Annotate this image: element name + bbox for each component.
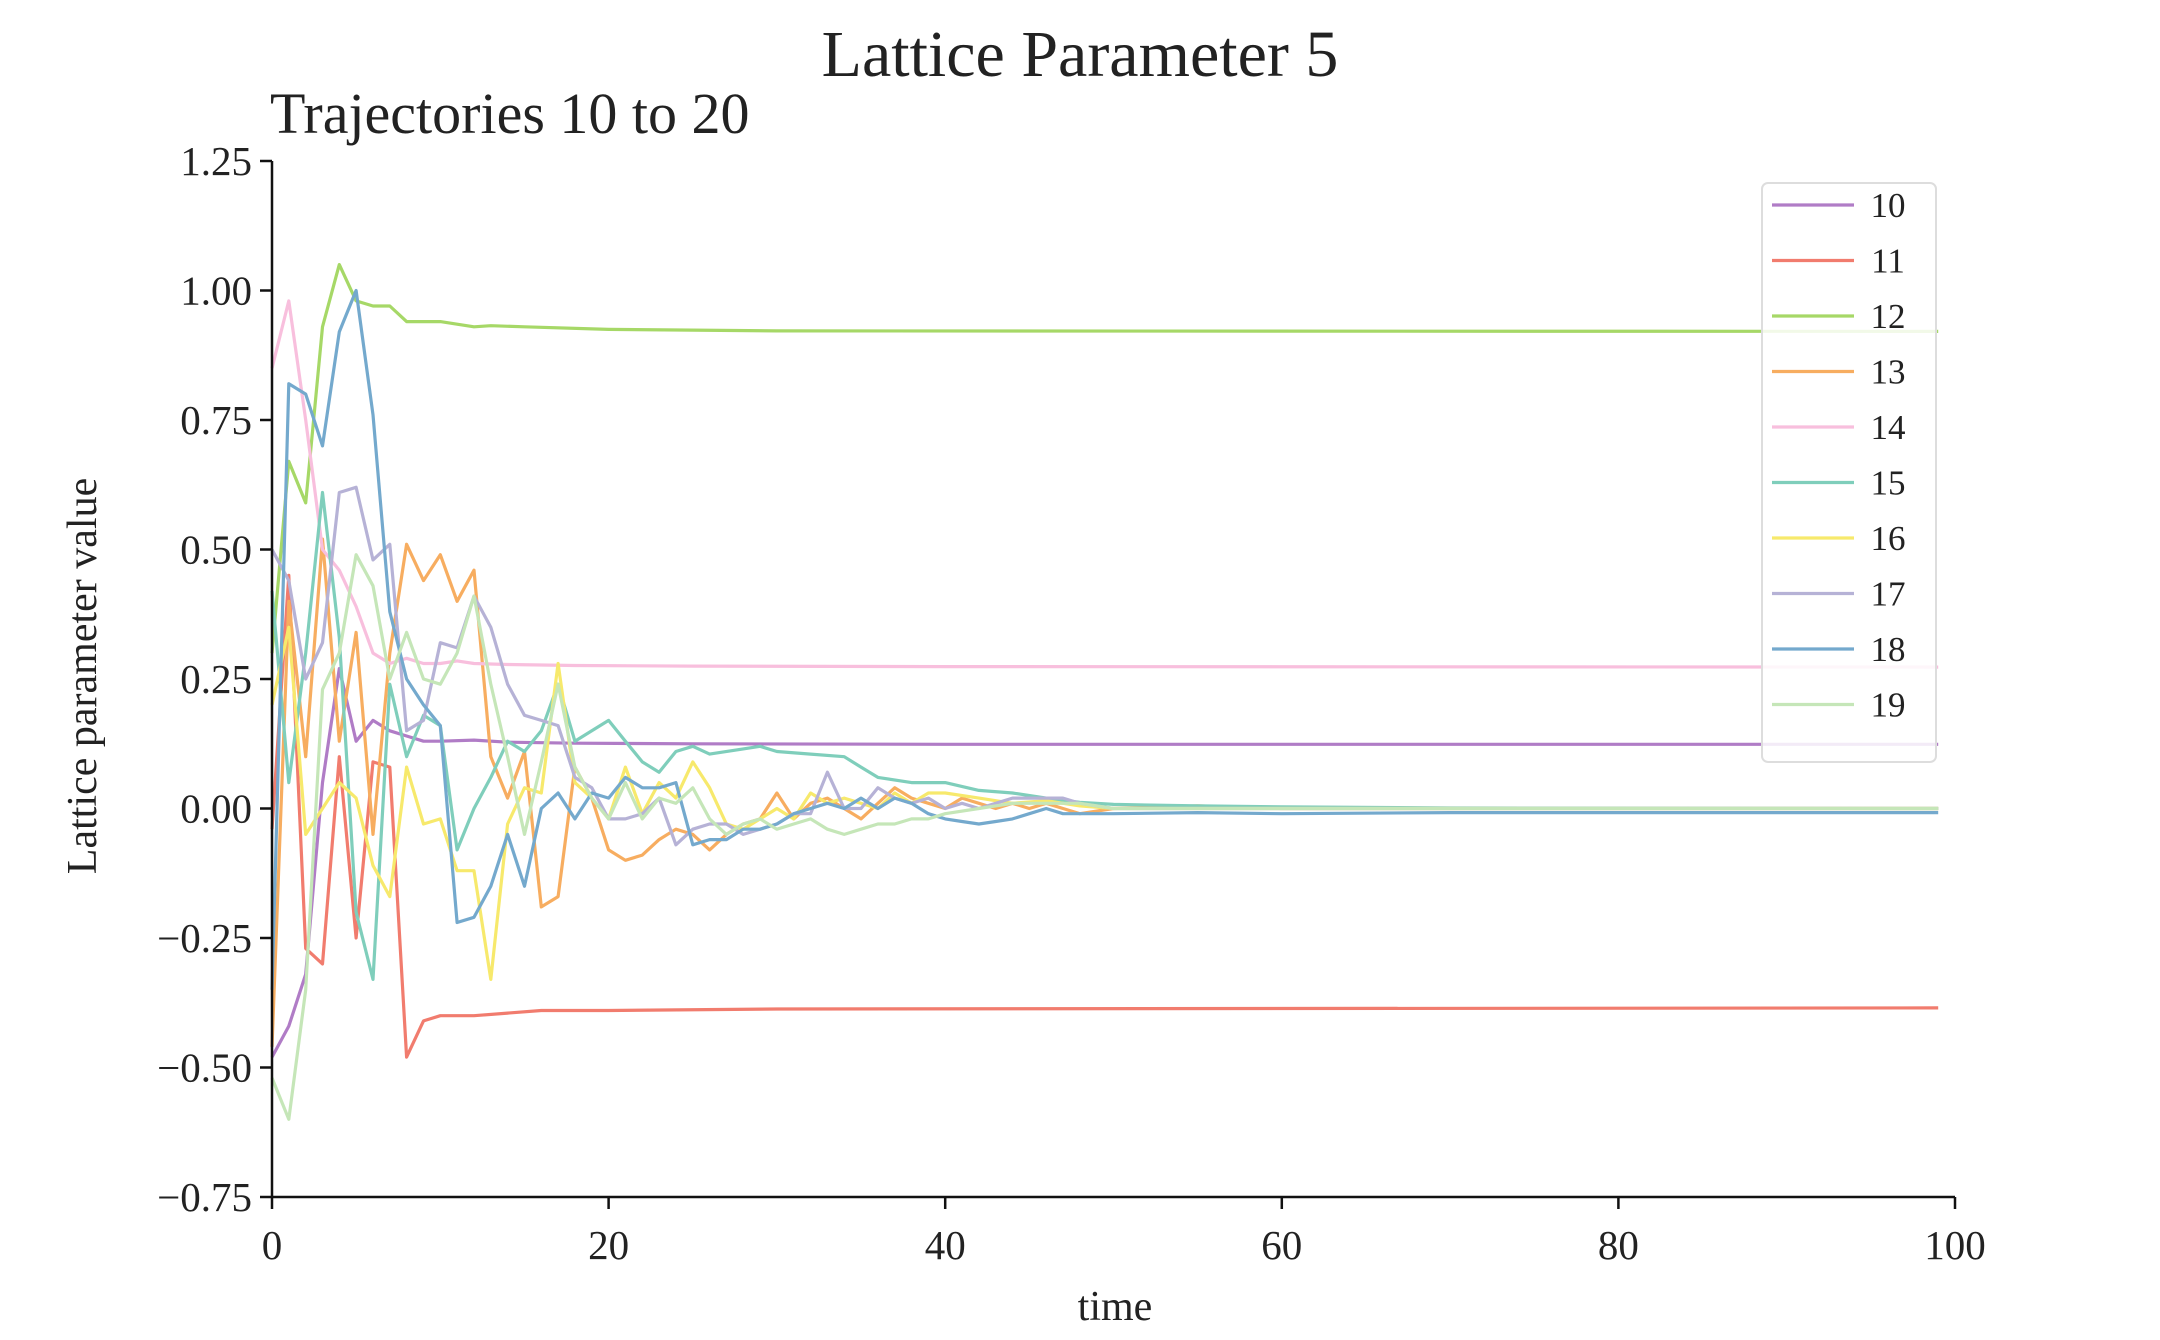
x-tick-label: 0	[262, 1222, 283, 1268]
series-line-14	[270, 299, 1939, 669]
y-tick-label: −0.25	[157, 915, 252, 961]
y-tick-label: 1.00	[180, 268, 252, 314]
legend-label: 12	[1871, 297, 1906, 336]
legend-label: 18	[1871, 630, 1906, 669]
axis-ticks: 0 20 40 60 80 100 −0.75 −0.50 −0.25 0.00 0.25 0.50 0…	[157, 138, 1986, 1268]
series-lines	[270, 263, 1939, 1121]
y-tick-label: 1.25	[180, 138, 252, 184]
legend-box	[1761, 182, 1937, 763]
legend-label: 15	[1871, 464, 1906, 503]
legend-label: 14	[1871, 408, 1906, 447]
legend-label: 17	[1871, 575, 1906, 614]
y-tick-label: 0.50	[180, 527, 252, 573]
y-tick-label: 0.75	[180, 397, 252, 443]
x-tick-label: 40	[925, 1222, 966, 1268]
legend-label: 11	[1871, 242, 1905, 281]
series-line-11	[270, 573, 1939, 1059]
chart-subtitle: Trajectories 10 to 20	[270, 81, 750, 146]
legend-label: 16	[1871, 519, 1906, 558]
x-axis-label: time	[1078, 1284, 1153, 1330]
series-line-19	[270, 553, 1939, 1121]
y-tick-label: 0.25	[180, 656, 252, 702]
legend: 10 11 12 13 14 15 16 17 18 19	[1761, 182, 1937, 763]
y-tick-label: −0.50	[157, 1045, 252, 1091]
series-line-10	[270, 667, 1939, 1058]
series-line-18	[270, 288, 1939, 990]
x-tick-label: 60	[1261, 1222, 1302, 1268]
x-tick-label: 20	[588, 1222, 629, 1268]
x-tick-label: 80	[1598, 1222, 1639, 1268]
chart-title: Lattice Parameter 5	[822, 18, 1339, 91]
series-line-16	[270, 625, 1939, 981]
y-tick-label: 0.00	[180, 786, 252, 832]
legend-label: 13	[1871, 353, 1906, 392]
series-line-12	[270, 263, 1939, 654]
y-tick-label: −0.75	[157, 1174, 252, 1220]
legend-label: 19	[1871, 686, 1906, 725]
series-line-15	[270, 490, 1939, 981]
y-axis-label: Lattice parameter value	[60, 478, 106, 874]
series-line-13	[270, 537, 1939, 1047]
x-tick-label: 100	[1924, 1222, 1986, 1268]
legend-label: 10	[1871, 186, 1906, 225]
